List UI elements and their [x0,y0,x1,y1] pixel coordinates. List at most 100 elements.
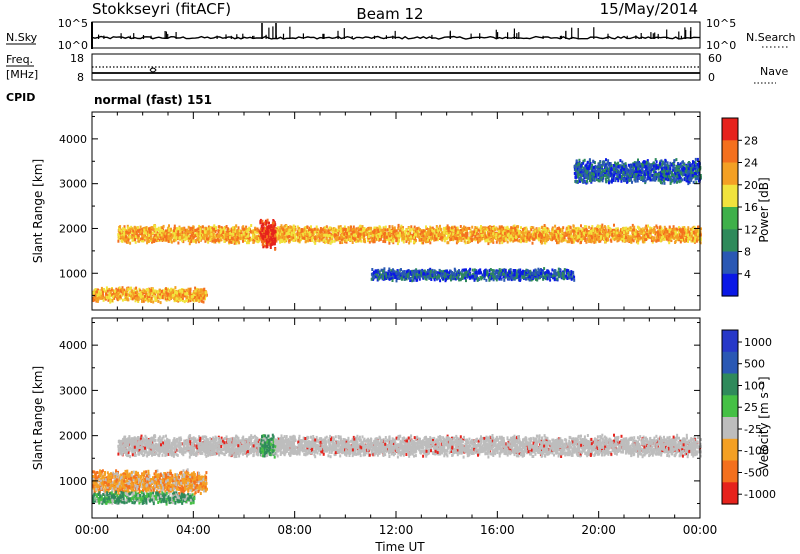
heatmap-cell [143,231,146,235]
heatmap-cell [445,237,448,241]
heatmap-cell [117,233,120,237]
heatmap-cell [460,231,463,235]
heatmap-cell [366,230,369,234]
heatmap-cell [405,240,408,243]
heatmap-cell [127,231,130,235]
heatmap-cell [183,228,186,232]
heatmap-cell [447,229,450,233]
heatmap-cell [293,239,295,242]
heatmap-cell [252,240,255,244]
heatmap-cell [544,235,547,239]
heatmap-cell [305,230,308,234]
heatmap-cell [422,229,425,233]
heatmap-cell [385,235,388,239]
heatmap-cell [458,238,461,242]
nsearch-tick-top: 10^5 [706,17,736,30]
heatmap-cell [445,232,448,235]
heatmap-cell [690,234,693,238]
heatmap-cell [133,226,136,230]
heatmap-cell [520,235,522,239]
heatmap-cell [563,236,566,239]
heatmap-cell [558,239,561,243]
heatmap-cell [631,231,634,235]
date-title: 15/May/2014 [600,0,698,18]
heatmap-cell [601,237,604,241]
heatmap-cell [368,240,371,244]
heatmap-cell [585,230,588,234]
heatmap-cell [623,231,625,235]
heatmap-cell [506,232,508,236]
heatmap-cell [323,230,326,234]
heatmap-cell [117,237,120,241]
heatmap-cell [194,286,197,290]
heatmap-cell [601,223,604,227]
heatmap-cell [336,237,339,241]
heatmap-cell [250,238,253,242]
heatmap-cell [118,228,121,232]
heatmap-cell [687,233,690,237]
heatmap-cell [236,232,239,236]
heatmap-cell [345,240,348,244]
heatmap-cell [388,225,391,229]
heatmap-cell [662,232,665,236]
heatmap-cell [592,229,595,233]
heatmap-cell [272,228,275,232]
heatmap-cell [268,226,271,230]
heatmap-cell [125,235,127,239]
heatmap-cell [479,226,482,230]
heatmap-cell [339,227,342,230]
heatmap-cell [340,230,342,233]
heatmap-cell [300,234,303,238]
heatmap-cell [236,237,239,241]
heatmap-cell [658,238,661,242]
heatmap-cell [442,226,445,230]
heatmap-cell [373,236,376,240]
heatmap-cell [131,227,134,231]
heatmap-cell [209,238,212,242]
heatmap-cell [266,225,269,229]
heatmap-cell [157,226,160,230]
heatmap-cell [431,226,434,230]
heatmap-cell [329,226,332,230]
heatmap-cell [217,225,220,229]
heatmap-cell [367,235,370,239]
heatmap-cell [388,238,390,242]
heatmap-cell [484,229,486,233]
heatmap-cell [189,229,192,233]
heatmap-cell [536,234,539,238]
heatmap-cell [207,240,210,244]
heatmap-cell [292,225,295,229]
heatmap-cell [489,240,492,244]
heatmap-cell [613,238,616,242]
heatmap-cell [436,238,439,242]
heatmap-cell [201,230,204,234]
heatmap-cell [566,226,569,230]
heatmap-cell [530,228,533,232]
heatmap-cell [260,232,263,236]
heatmap-cell [515,238,518,242]
heatmap-cell [420,234,423,238]
heatmap-cell [175,234,178,238]
heatmap-cell [246,241,248,245]
heatmap-cell [415,238,417,242]
heatmap-cell [234,236,237,240]
heatmap-cell [571,238,574,242]
heatmap-cell [232,239,235,243]
heatmap-cell [533,237,535,241]
heatmap-cell [622,237,625,241]
heatmap-cell [469,232,472,236]
heatmap-cell [613,232,616,236]
heatmap-cell [202,236,205,240]
heatmap-cell [672,231,675,235]
heatmap-cell [212,233,215,237]
heatmap-cell [616,239,619,243]
heatmap-cell [327,241,330,245]
heatmap-cell [412,240,415,244]
heatmap-cell [378,238,381,242]
heatmap-cell [235,224,238,228]
heatmap-cell [664,227,667,231]
cpid-label: CPID [6,91,35,104]
heatmap-cell [147,229,150,233]
heatmap-cell [484,239,487,243]
heatmap-cell [369,236,372,240]
